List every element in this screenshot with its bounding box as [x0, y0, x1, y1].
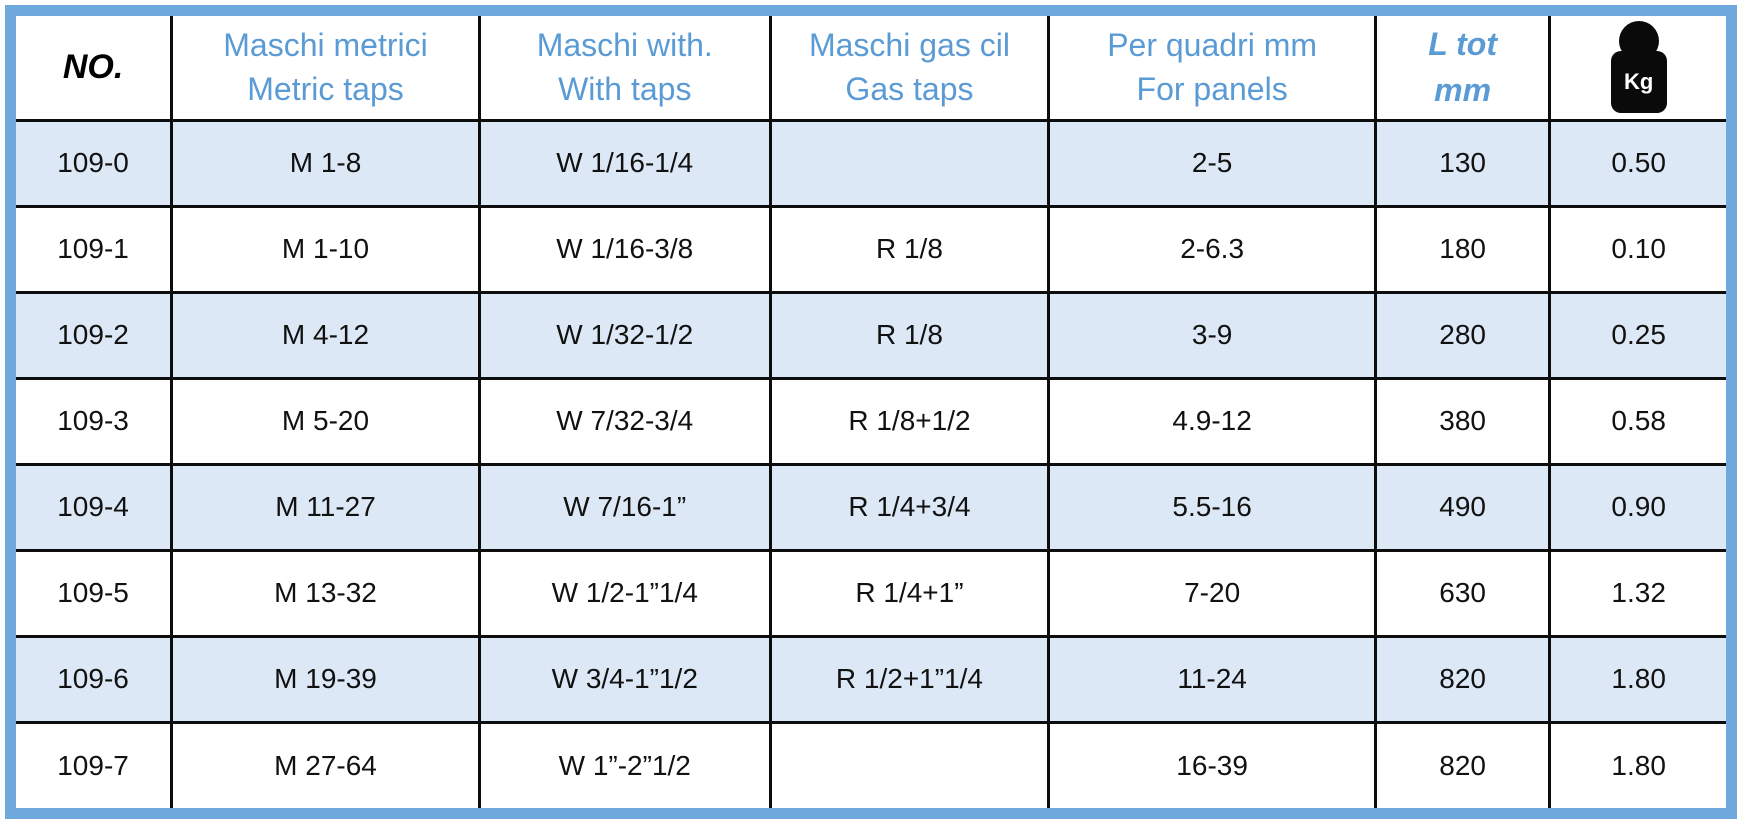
- kg-weight-icon: Kg: [1610, 21, 1667, 114]
- cell-l-tot: 820: [1373, 634, 1552, 724]
- table-row: 109-6 M 19-39 W 3/4-1”1/2 R 1/2+1”1/4 11…: [16, 634, 1726, 724]
- cell-gas: R 1/4+3/4: [768, 462, 1051, 552]
- cell-whitworth: W 3/4-1”1/2: [477, 634, 772, 724]
- col-header-weight: Kg: [1548, 16, 1726, 122]
- cell-kg: 1.32: [1548, 548, 1726, 638]
- cell-no: 109-0: [16, 118, 174, 208]
- cell-metric: M 5-20: [170, 376, 481, 466]
- cell-whitworth: W 1/2-1”1/4: [477, 548, 772, 638]
- spec-table-frame: NO. Maschi metrici Metric taps Maschi wi…: [5, 5, 1737, 819]
- table-row: 109-4 M 11-27 W 7/16-1” R 1/4+3/4 5.5-16…: [16, 462, 1726, 552]
- cell-metric: M 4-12: [170, 290, 481, 380]
- cell-kg: 0.50: [1548, 118, 1726, 208]
- cell-metric: M 13-32: [170, 548, 481, 638]
- cell-metric: M 11-27: [170, 462, 481, 552]
- table-row: 109-0 M 1-8 W 1/16-1/4 2-5 130 0.50: [16, 118, 1726, 208]
- col-header-l-tot: L tot mm: [1373, 16, 1552, 122]
- col-header-no-label: NO.: [62, 47, 124, 86]
- cell-panels: 16-39: [1047, 720, 1377, 808]
- cell-gas: [768, 720, 1051, 808]
- cell-gas: [768, 118, 1051, 208]
- cell-whitworth: W 1/16-3/8: [477, 204, 772, 294]
- cell-no: 109-6: [16, 634, 174, 724]
- cell-kg: 1.80: [1548, 720, 1726, 808]
- col-header-metric-line1: Maschi metrici: [223, 27, 428, 64]
- table-row: 109-7 M 27-64 W 1”-2”1/2 16-39 820 1.80: [16, 720, 1726, 808]
- cell-l-tot: 820: [1373, 720, 1552, 808]
- cell-l-tot: 130: [1373, 118, 1552, 208]
- col-header-ltot-line2: mm: [1434, 72, 1492, 109]
- cell-l-tot: 280: [1373, 290, 1552, 380]
- cell-whitworth: W 1”-2”1/2: [477, 720, 772, 808]
- col-header-whitworth-taps: Maschi with. With taps: [477, 16, 772, 122]
- cell-panels: 7-20: [1047, 548, 1377, 638]
- col-header-whitworth-line2: With taps: [558, 71, 692, 108]
- cell-panels: 3-9: [1047, 290, 1377, 380]
- col-header-gas-line1: Maschi gas cil: [808, 27, 1010, 64]
- cell-no: 109-3: [16, 376, 174, 466]
- cell-kg: 0.10: [1548, 204, 1726, 294]
- cell-metric: M 19-39: [170, 634, 481, 724]
- cell-gas: R 1/8: [768, 204, 1051, 294]
- cell-whitworth: W 7/16-1”: [477, 462, 772, 552]
- cell-panels: 2-6.3: [1047, 204, 1377, 294]
- table-row: 109-3 M 5-20 W 7/32-3/4 R 1/8+1/2 4.9-12…: [16, 376, 1726, 466]
- cell-l-tot: 180: [1373, 204, 1552, 294]
- col-header-metric-line2: Metric taps: [247, 71, 404, 108]
- cell-no: 109-4: [16, 462, 174, 552]
- kg-weight-body: Kg: [1610, 51, 1667, 114]
- cell-whitworth: W 7/32-3/4: [477, 376, 772, 466]
- cell-l-tot: 490: [1373, 462, 1552, 552]
- cell-no: 109-1: [16, 204, 174, 294]
- cell-l-tot: 630: [1373, 548, 1552, 638]
- cell-l-tot: 380: [1373, 376, 1552, 466]
- cell-no: 109-2: [16, 290, 174, 380]
- header-row: NO. Maschi metrici Metric taps Maschi wi…: [16, 16, 1726, 122]
- col-header-metric-taps: Maschi metrici Metric taps: [170, 16, 481, 122]
- cell-kg: 0.25: [1548, 290, 1726, 380]
- cell-kg: 0.90: [1548, 462, 1726, 552]
- table-row: 109-2 M 4-12 W 1/32-1/2 R 1/8 3-9 280 0.…: [16, 290, 1726, 380]
- cell-panels: 5.5-16: [1047, 462, 1377, 552]
- col-header-panels-line1: Per quadri mm: [1107, 27, 1318, 64]
- table-row: 109-1 M 1-10 W 1/16-3/8 R 1/8 2-6.3 180 …: [16, 204, 1726, 294]
- cell-gas: R 1/8: [768, 290, 1051, 380]
- cell-gas: R 1/8+1/2: [768, 376, 1051, 466]
- taps-spec-table: NO. Maschi metrici Metric taps Maschi wi…: [16, 16, 1726, 808]
- cell-kg: 1.80: [1548, 634, 1726, 724]
- col-header-no: NO.: [16, 16, 174, 122]
- cell-metric: M 1-8: [170, 118, 481, 208]
- kg-label: Kg: [1623, 69, 1654, 95]
- col-header-whitworth-line1: Maschi with.: [536, 27, 713, 64]
- col-header-gas-taps: Maschi gas cil Gas taps: [768, 16, 1051, 122]
- col-header-gas-line2: Gas taps: [845, 71, 974, 108]
- cell-gas: R 1/4+1”: [768, 548, 1051, 638]
- cell-no: 109-5: [16, 548, 174, 638]
- cell-gas: R 1/2+1”1/4: [768, 634, 1051, 724]
- cell-panels: 11-24: [1047, 634, 1377, 724]
- col-header-for-panels: Per quadri mm For panels: [1047, 16, 1377, 122]
- cell-no: 109-7: [16, 720, 174, 808]
- cell-panels: 4.9-12: [1047, 376, 1377, 466]
- cell-whitworth: W 1/32-1/2: [477, 290, 772, 380]
- cell-whitworth: W 1/16-1/4: [477, 118, 772, 208]
- col-header-panels-line2: For panels: [1136, 71, 1288, 108]
- cell-kg: 0.58: [1548, 376, 1726, 466]
- cell-metric: M 1-10: [170, 204, 481, 294]
- col-header-ltot-line1: L tot: [1428, 25, 1497, 62]
- table-row: 109-5 M 13-32 W 1/2-1”1/4 R 1/4+1” 7-20 …: [16, 548, 1726, 638]
- cell-panels: 2-5: [1047, 118, 1377, 208]
- cell-metric: M 27-64: [170, 720, 481, 808]
